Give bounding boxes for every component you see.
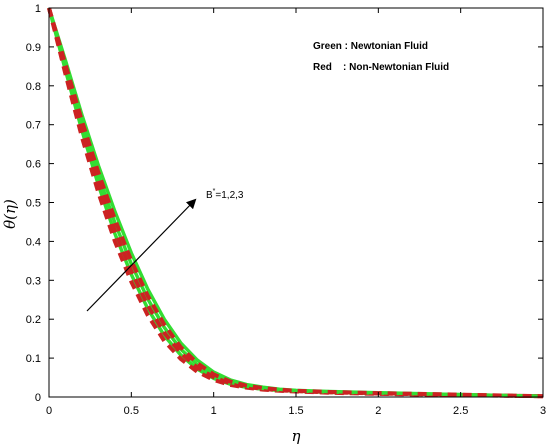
series-line-3	[47, 7, 544, 398]
y-tick-label: 0.4	[26, 236, 41, 248]
y-tick-label: 1	[35, 3, 41, 15]
plot-frame	[48, 7, 544, 398]
x-tick-label: 0	[46, 405, 52, 417]
series-layer	[47, 7, 544, 399]
series-line-1	[47, 7, 544, 398]
series-line-2	[47, 7, 544, 399]
x-tick-label: 1	[211, 405, 217, 417]
y-tick-label: 0.7	[26, 120, 41, 132]
y-tick-label: 0	[35, 392, 41, 404]
legend-entry-red: Red : Non-Newtonian Fluid	[313, 62, 449, 73]
x-tick-label: 3	[540, 405, 546, 417]
y-tick-label: 0.3	[26, 275, 41, 287]
x-axis-title: η	[292, 427, 301, 445]
labels-layer: 0 0.5 1 1.5 2 2.5 3 0 0.1 0.2 0.3 0.4 0.5 0.6 0.7 0.8 0.…	[26, 3, 546, 417]
annotation-values: =1,2,3	[215, 190, 244, 201]
y-tick-label: 0.8	[26, 81, 41, 93]
x-tick-label: 1.5	[288, 405, 303, 417]
series-line-4	[47, 7, 544, 399]
annotation-label: B*=1,2,3	[206, 188, 244, 201]
y-tick-label: 0.2	[26, 314, 41, 326]
y-tick-label: 0.9	[26, 42, 41, 54]
series-line-6	[47, 7, 544, 399]
ticks-layer	[48, 7, 544, 398]
y-tick-label: 0.1	[26, 353, 41, 365]
annotation-superscript: *	[213, 188, 216, 195]
x-tick-label: 2.5	[453, 405, 468, 417]
annotation-symbol: B	[206, 190, 213, 201]
y-tick-label: 0.6	[26, 159, 41, 171]
x-tick-label: 2	[375, 405, 381, 417]
legend-entry-green: Green : Newtonian Fluid	[313, 41, 428, 52]
annotation-arrow	[86, 198, 197, 312]
y-axis-title: θ(η)	[1, 199, 19, 229]
legend: Green : Newtonian Fluid Red : Non-Newton…	[313, 41, 449, 73]
x-tick-label: 0.5	[124, 405, 139, 417]
series-line-5	[47, 7, 544, 398]
y-tick-label: 0.5	[26, 198, 41, 210]
